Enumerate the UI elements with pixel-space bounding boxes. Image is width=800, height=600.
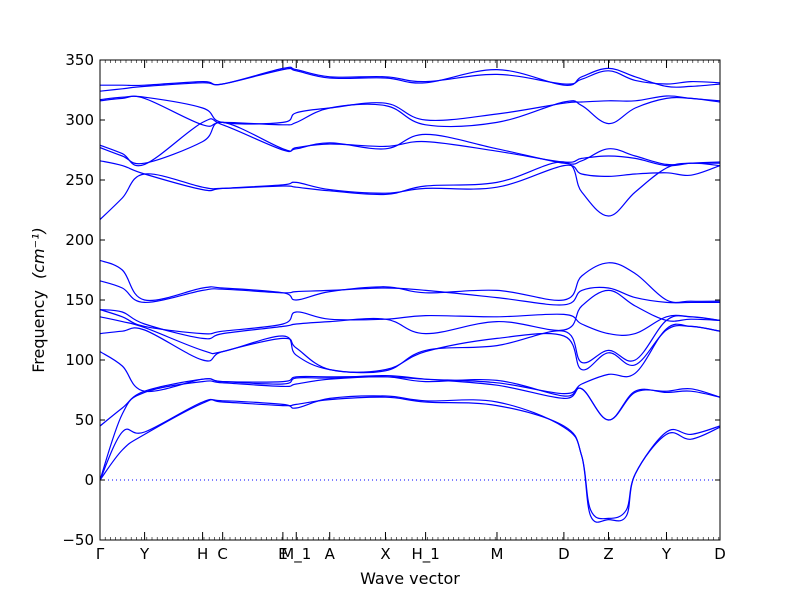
band-line-19	[100, 66, 720, 87]
band-line-10	[100, 280, 720, 306]
x-tick-label: E	[278, 545, 287, 563]
x-tick-label: D	[714, 545, 726, 563]
x-tick-label: Y	[661, 545, 672, 563]
band-line-14	[100, 121, 720, 166]
band-line-3	[100, 376, 720, 481]
band-line-11	[100, 259, 720, 304]
band-line-9	[100, 309, 720, 336]
y-tick-label: 0	[84, 471, 94, 489]
band-line-2	[100, 395, 720, 523]
y-axis-label-text: Frequency	[29, 290, 48, 373]
x-tick-label: M_1	[281, 545, 311, 564]
band-line-18	[100, 67, 720, 92]
x-axis-label: Wave vector	[360, 569, 460, 588]
x-tick-label: Z	[603, 545, 613, 563]
y-tick-label: 250	[65, 171, 94, 189]
x-tick-label: C	[217, 545, 227, 563]
y-axis-label-unit: (cm⁻¹)	[29, 227, 48, 279]
y-axis-label: Frequency (cm⁻¹)	[29, 227, 48, 372]
x-tick-label: X	[380, 545, 390, 563]
band-line-7	[100, 315, 720, 374]
x-tick-label: D	[558, 545, 570, 563]
y-tick-label: 300	[65, 111, 94, 129]
y-tick-label: 150	[65, 291, 94, 309]
label-layer: Wave vector Frequency (cm⁻¹)	[29, 227, 460, 588]
y-tick-label: −50	[62, 531, 94, 549]
y-tick-label: 200	[65, 231, 94, 249]
x-tick-label: Γ	[96, 545, 105, 563]
band-line-8	[100, 289, 720, 340]
x-tick-label: H	[197, 545, 208, 563]
band-line-15	[100, 118, 720, 167]
x-tick-label: A	[325, 545, 336, 563]
series-layer	[100, 66, 720, 523]
y-tick-label: 50	[75, 411, 94, 429]
band-line-17	[100, 95, 720, 125]
band-line-13	[100, 160, 720, 194]
y-tick-label: 350	[65, 51, 94, 69]
x-tick-label: Y	[139, 545, 150, 563]
tick-layer: −50 0 50 100 150 200 250 300 350 Γ Y H C EM_1 A X H_1 M D Z…	[62, 51, 725, 564]
x-tick-label: M	[491, 545, 504, 563]
band-line-16	[100, 95, 720, 128]
x-tick-label: H_1	[411, 545, 439, 564]
y-tick-label: 100	[65, 351, 94, 369]
band-line-12	[100, 161, 720, 221]
band-line-5	[100, 323, 720, 395]
